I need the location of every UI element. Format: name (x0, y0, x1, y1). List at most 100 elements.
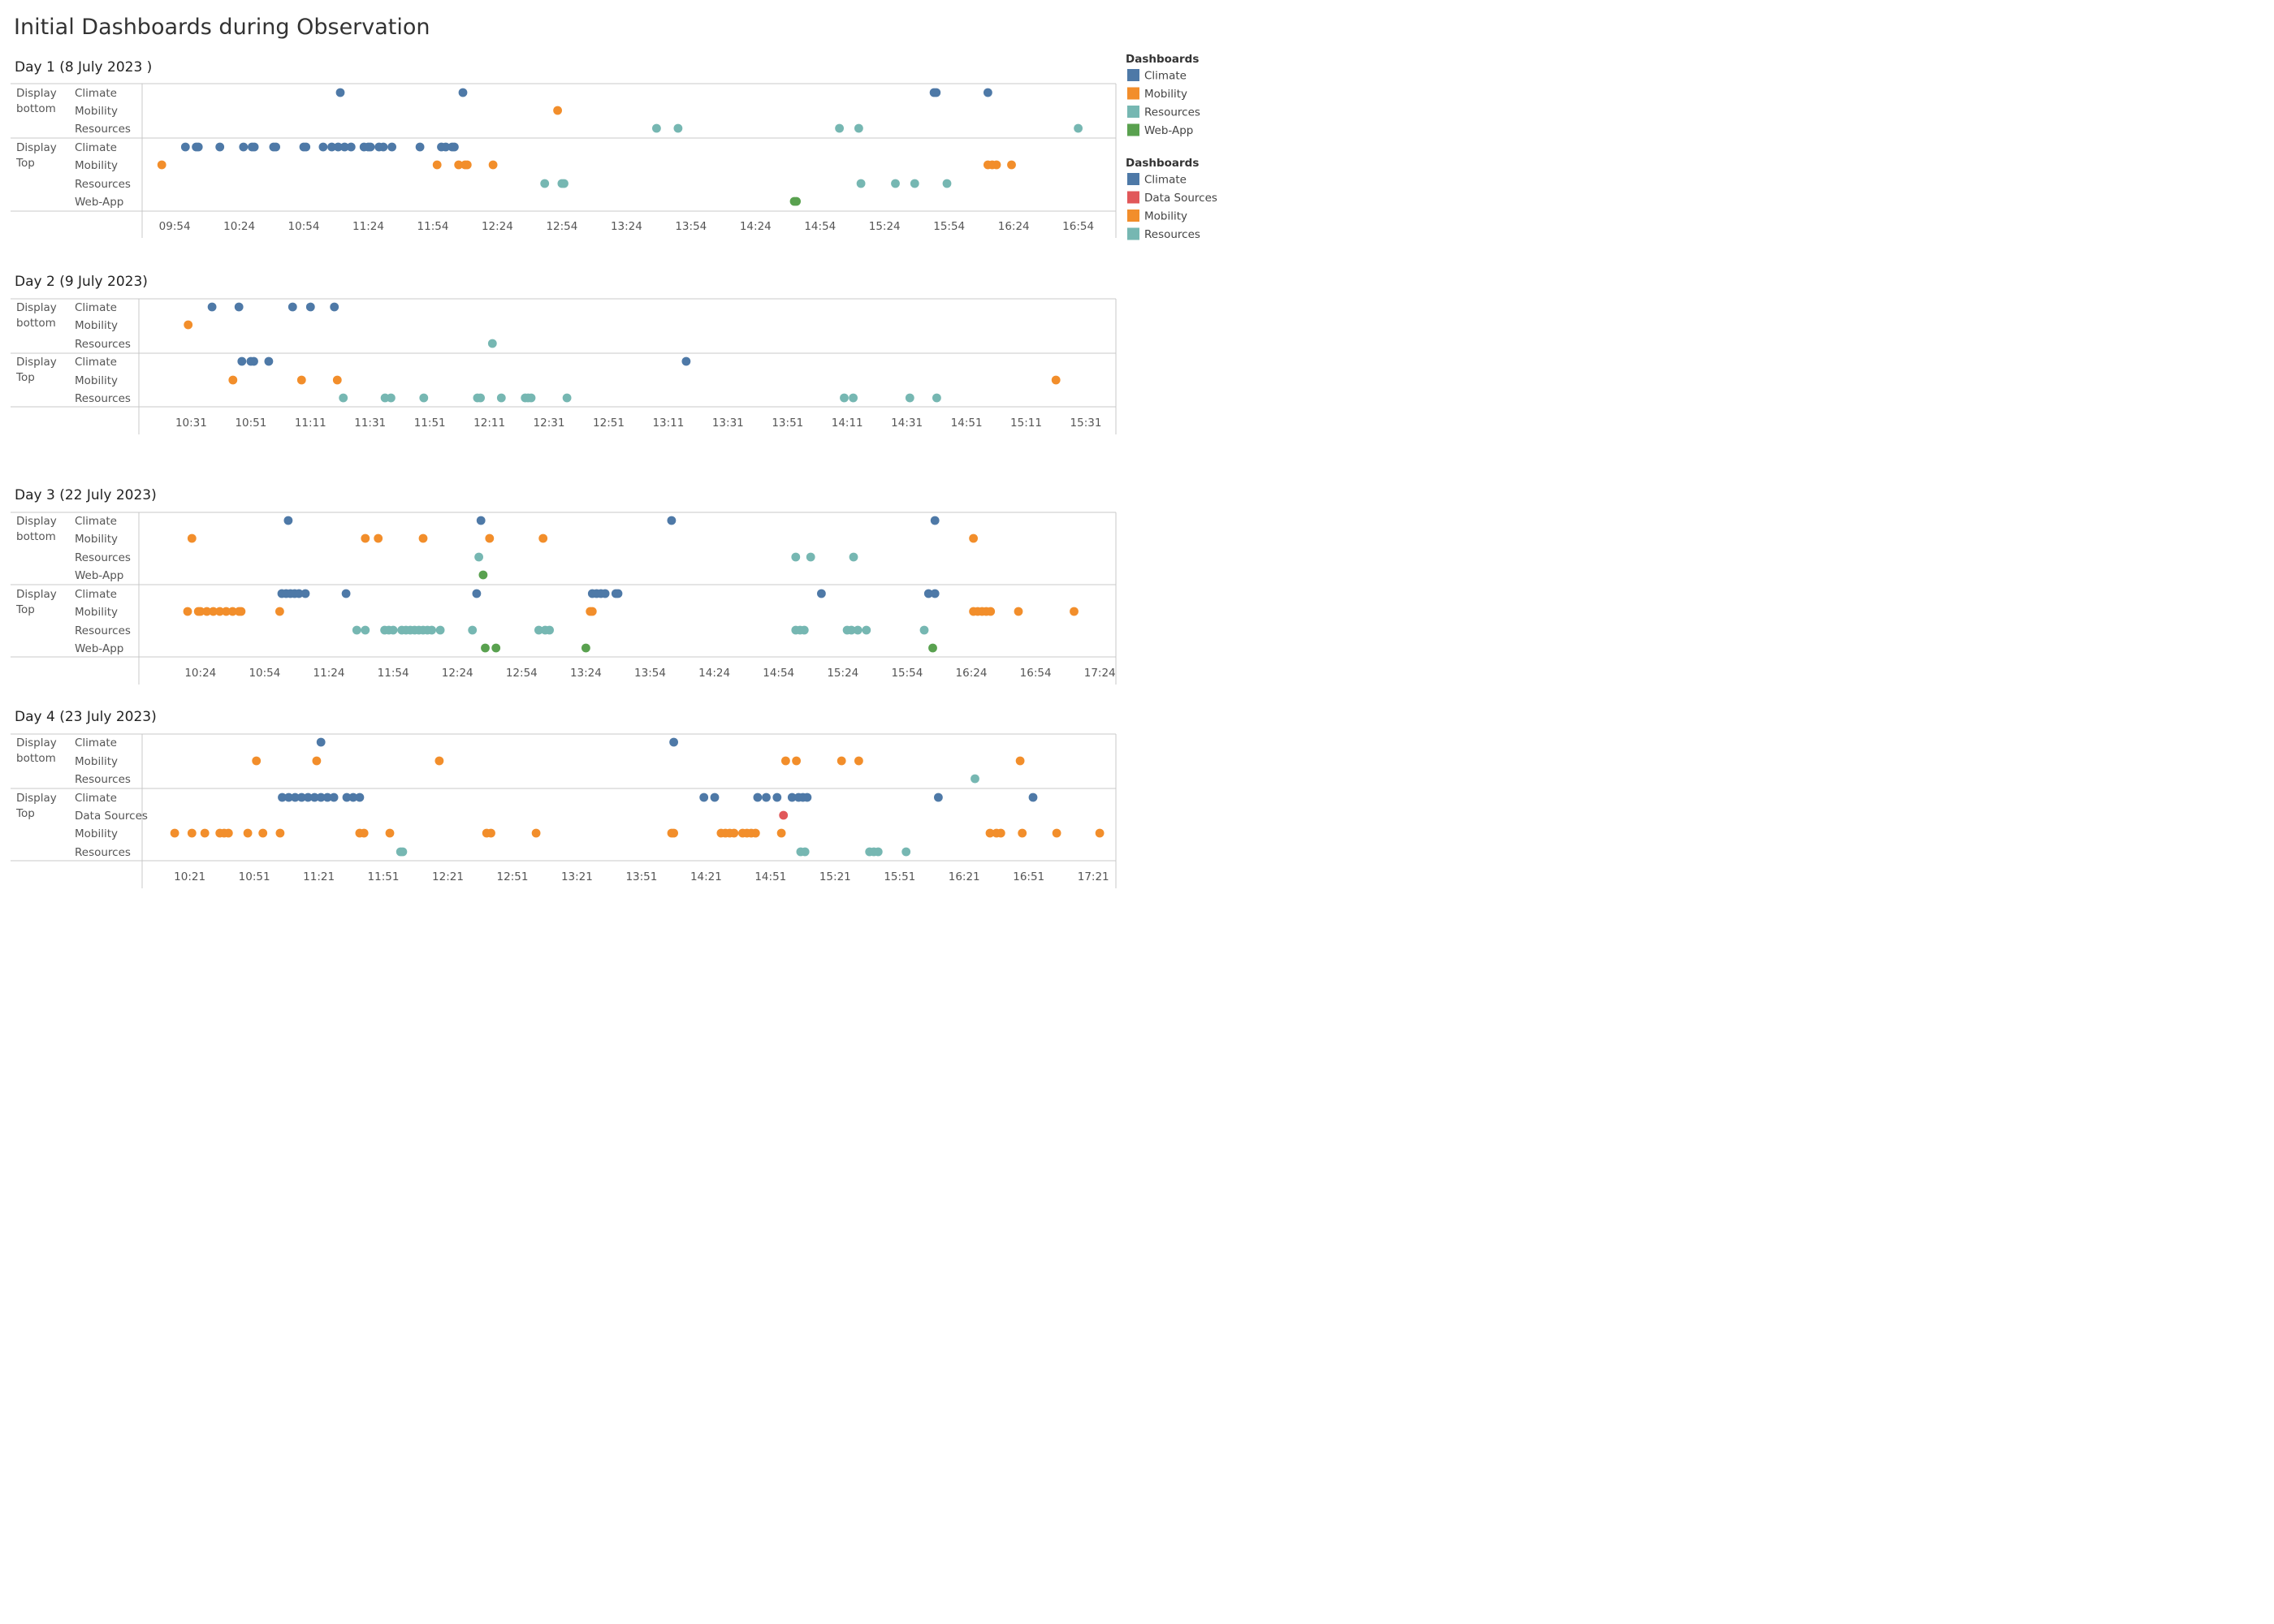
data-point (300, 589, 310, 598)
x-tick-label: 14:31 (891, 417, 923, 430)
data-point (450, 142, 459, 152)
data-point (355, 793, 365, 802)
x-tick-label: 15:31 (1070, 417, 1102, 430)
day-panel-1: Day 1 (8 July 2023 ) Display bottom Climate… (11, 59, 1117, 238)
data-point (992, 160, 1001, 170)
data-point (837, 756, 846, 766)
group-label: bottom (16, 317, 56, 330)
data-point (942, 179, 952, 188)
data-point (581, 643, 590, 653)
data-point (249, 142, 259, 152)
x-tick-label: 13:51 (772, 417, 803, 430)
data-point (472, 589, 482, 598)
data-point (545, 625, 554, 635)
day-title: Day 1 (8 July 2023 ) (15, 59, 152, 76)
x-tick-label: 10:21 (174, 870, 205, 883)
data-point (1052, 828, 1061, 838)
legend-label: Data Sources (1144, 192, 1217, 205)
data-point (341, 589, 351, 598)
data-point (348, 793, 358, 802)
data-point (222, 607, 231, 616)
data-point (540, 179, 550, 188)
data-point (486, 828, 495, 838)
row-label: Resources (75, 338, 131, 351)
data-point (365, 142, 375, 152)
data-point (291, 793, 300, 802)
data-point (339, 142, 349, 152)
x-tick-label: 17:21 (1078, 870, 1109, 883)
data-point (468, 625, 478, 635)
data-point (1018, 828, 1027, 838)
data-point (275, 828, 285, 838)
data-point (901, 847, 911, 857)
data-point (332, 375, 342, 385)
data-point (750, 828, 760, 838)
data-point (296, 375, 306, 385)
x-tick-label: 09:54 (159, 220, 191, 233)
data-point (157, 160, 166, 170)
row-label: Resources (75, 846, 131, 859)
x-tick-label: 15:54 (933, 220, 965, 233)
data-point (239, 142, 249, 152)
x-tick-label: 12:54 (546, 220, 577, 233)
data-point (986, 607, 996, 616)
data-point (388, 625, 398, 635)
data-point (1028, 793, 1038, 802)
data-point (600, 589, 610, 598)
data-point (873, 847, 883, 857)
x-tick-label: 12:31 (534, 417, 565, 430)
legend-label: Resources (1144, 106, 1200, 119)
data-point (681, 356, 691, 366)
legend-swatch (1127, 173, 1139, 185)
data-point (923, 589, 933, 598)
data-point (352, 625, 361, 635)
x-tick-label: 12:21 (432, 870, 464, 883)
group-label: Top (15, 371, 35, 384)
data-point (762, 793, 771, 802)
x-tick-label: 12:51 (593, 417, 625, 430)
group-label: Display (16, 87, 57, 100)
data-point (910, 179, 919, 188)
data-point (432, 160, 442, 170)
data-point (264, 356, 274, 366)
data-point (862, 625, 871, 635)
x-tick-label: 15:51 (884, 870, 915, 883)
legend-label: Climate (1144, 174, 1187, 187)
data-point (856, 179, 866, 188)
data-point (971, 774, 979, 784)
data-point (779, 810, 789, 820)
data-point (781, 756, 790, 766)
x-tick-label: 11:54 (378, 667, 409, 680)
data-point (491, 643, 501, 653)
data-point (1070, 607, 1079, 616)
row-label: Mobility (75, 606, 118, 619)
group-label: Display (16, 736, 57, 749)
x-tick-label: 13:54 (634, 667, 666, 680)
data-point (587, 607, 597, 616)
x-tick-label: 15:11 (1010, 417, 1042, 430)
day-title: Day 2 (9 July 2023) (15, 274, 148, 290)
group-label: Top (15, 157, 35, 170)
x-tick-label: 13:54 (675, 220, 707, 233)
data-point (817, 589, 826, 598)
data-point (387, 393, 396, 403)
x-tick-label: 16:24 (956, 667, 988, 680)
data-point (753, 793, 763, 802)
data-point (478, 570, 488, 580)
data-point (359, 828, 369, 838)
row-label: Resources (75, 123, 131, 136)
x-tick-label: 15:24 (827, 667, 858, 680)
data-point (476, 393, 485, 403)
data-point (984, 88, 992, 97)
data-point (387, 142, 396, 152)
data-point (275, 607, 284, 616)
x-tick-label: 13:11 (652, 417, 684, 430)
data-point (346, 142, 356, 152)
data-point (187, 533, 197, 543)
data-point (361, 625, 370, 635)
data-point (667, 516, 677, 525)
group-label: Display (16, 515, 57, 528)
data-point (1051, 375, 1061, 385)
data-point (485, 533, 495, 543)
data-point (335, 88, 345, 97)
